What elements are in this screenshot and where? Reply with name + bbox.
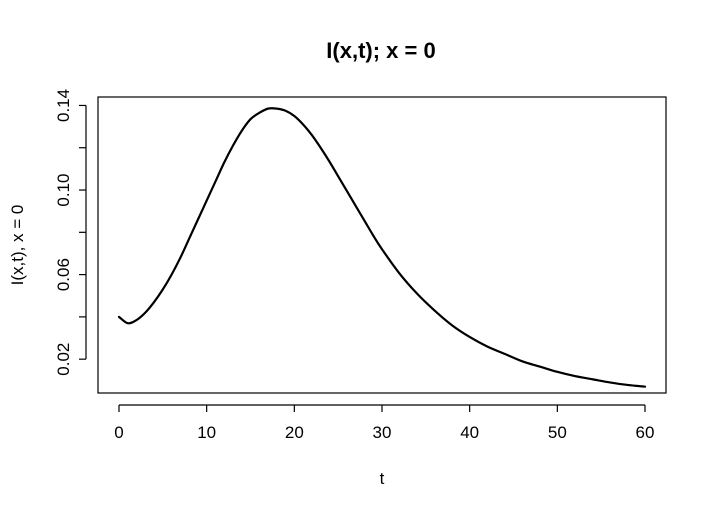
series-line (117, 107, 647, 388)
chart-title: I(x,t); x = 0 (326, 38, 435, 63)
y-axis: 0.02 0.06 0.10 0.14 (54, 89, 87, 376)
y-tick-label: 0.14 (54, 89, 73, 122)
y-tick-label: 0.10 (54, 173, 73, 206)
x-axis-label: t (380, 469, 385, 488)
x-tick-label: 60 (636, 423, 655, 442)
x-tick-label: 40 (460, 423, 479, 442)
plot-frame (97, 96, 667, 394)
y-tick-label: 0.02 (54, 343, 73, 376)
x-tick-label: 20 (285, 423, 304, 442)
x-tick-label: 0 (114, 423, 123, 442)
x-tick-label: 30 (373, 423, 392, 442)
y-tick-label: 0.06 (54, 258, 73, 291)
y-axis-label: I(x,t), x = 0 (8, 205, 27, 286)
x-tick-label: 10 (197, 423, 216, 442)
x-axis: 0 10 20 30 40 50 60 (114, 404, 655, 442)
x-tick-label: 50 (548, 423, 567, 442)
